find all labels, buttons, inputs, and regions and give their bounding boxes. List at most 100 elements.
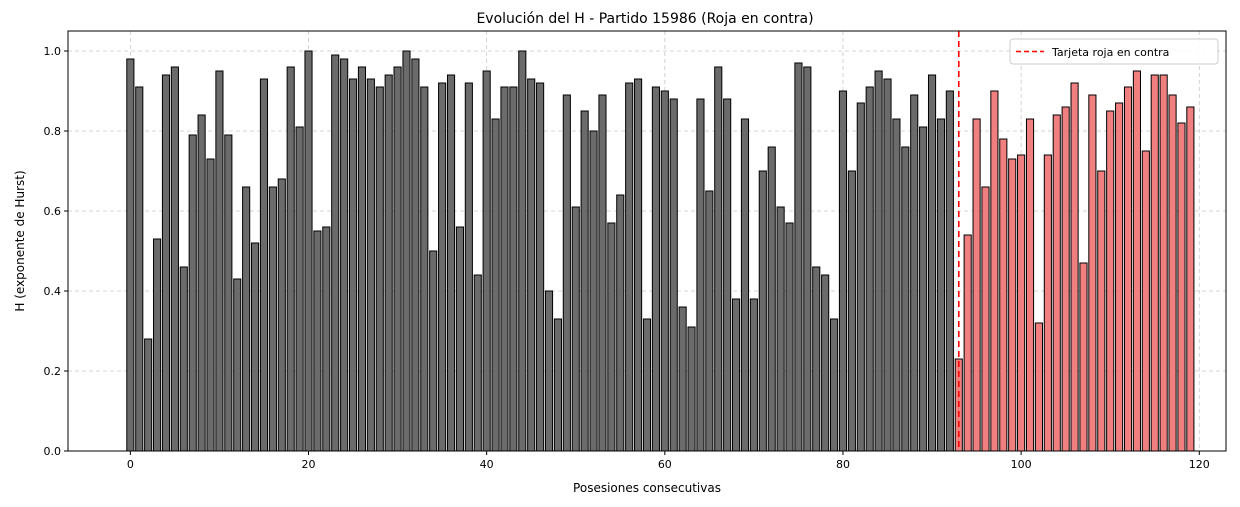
bar: [1043, 154, 1052, 452]
y-tick-label: 0.8: [44, 125, 62, 138]
bar: [126, 58, 135, 452]
y-axis-label: H (exponente de Hurst): [13, 170, 27, 311]
bar: [740, 118, 750, 452]
bar: [919, 126, 928, 452]
bar: [812, 266, 821, 452]
bar: [945, 90, 954, 452]
bar: [170, 66, 179, 452]
bar: [544, 290, 554, 452]
legend-box: [1009, 38, 1219, 65]
bar: [331, 54, 340, 452]
bar: [455, 226, 465, 452]
bar: [1079, 262, 1088, 452]
bar: [999, 138, 1008, 452]
bar: [188, 134, 197, 452]
bar: [1115, 102, 1124, 452]
bar: [732, 298, 741, 452]
bar: [714, 66, 723, 452]
bar: [696, 98, 705, 452]
bar: [446, 74, 456, 452]
bar: [616, 194, 625, 452]
y-tick-label: 1.0: [44, 45, 62, 58]
x-tick-label: 40: [480, 458, 494, 471]
bar: [963, 234, 972, 452]
bar: [883, 78, 892, 452]
bar: [1025, 118, 1035, 452]
legend: Tarjeta roja en contra: [1009, 38, 1219, 65]
bar: [144, 338, 153, 452]
bar: [242, 186, 251, 452]
bar: [1070, 82, 1079, 452]
bar: [580, 110, 589, 452]
bar: [803, 66, 812, 452]
bar: [856, 102, 865, 452]
bar: [767, 146, 776, 452]
bar: [1141, 150, 1150, 452]
bar: [509, 86, 518, 452]
bar: [927, 74, 937, 452]
y-tick-label: 0.0: [44, 445, 62, 458]
bar: [1150, 74, 1159, 452]
bar: [313, 230, 322, 452]
bar: [491, 118, 500, 452]
bar: [500, 86, 509, 452]
bar: [357, 66, 367, 452]
y-tick-label: 0.6: [44, 205, 62, 218]
bar: [687, 326, 696, 452]
bar: [901, 146, 910, 452]
x-tick-label: 120: [1189, 458, 1210, 471]
bar: [1159, 74, 1168, 452]
bar: [393, 66, 402, 452]
x-tick-label: 60: [658, 458, 672, 471]
bar: [1168, 94, 1177, 452]
x-axis-label: Posesiones consecutivas: [573, 481, 721, 495]
bar: [785, 222, 794, 452]
plot-frame: [67, 30, 1227, 452]
bar: [1017, 154, 1026, 452]
bar: [865, 86, 874, 452]
bar: [322, 226, 331, 452]
y-axis-ticks: 0.0 0.2 0.4 0.6 0.8 1.0: [44, 45, 68, 458]
x-tick-label: 20: [302, 458, 316, 471]
bar: [277, 178, 286, 452]
bar: [1088, 94, 1097, 452]
bar: [1106, 110, 1115, 452]
bar: [1123, 86, 1133, 452]
bar: [420, 86, 429, 452]
bar: [304, 50, 313, 452]
bar: [1177, 122, 1186, 452]
bar: [206, 158, 215, 452]
bar: [678, 306, 687, 452]
bar: [384, 74, 393, 452]
x-tick-label: 100: [1011, 458, 1032, 471]
bar: [972, 118, 981, 452]
bar: [286, 66, 295, 452]
y-tick-label: 0.2: [44, 365, 62, 378]
bar: [340, 58, 349, 452]
bar: [847, 170, 856, 452]
bar: [936, 118, 946, 452]
bar: [1052, 114, 1061, 452]
bar: [874, 70, 883, 452]
bar: [179, 266, 188, 452]
bar: [1132, 70, 1141, 452]
bar: [268, 186, 277, 452]
bar: [161, 74, 171, 452]
bar: [1034, 322, 1044, 452]
bar: [892, 118, 901, 452]
bar: [838, 90, 848, 452]
bar: [250, 242, 260, 452]
bar: [233, 278, 242, 452]
bar: [1061, 106, 1070, 452]
y-tick-label: 0.4: [44, 285, 62, 298]
bar: [571, 206, 580, 452]
bar: [758, 170, 767, 452]
bar: [153, 238, 162, 452]
bar: [518, 50, 527, 452]
bar: [634, 78, 643, 452]
bar: [402, 50, 411, 452]
bars: [126, 50, 1195, 452]
bar: [553, 318, 562, 452]
bar: [829, 318, 839, 452]
